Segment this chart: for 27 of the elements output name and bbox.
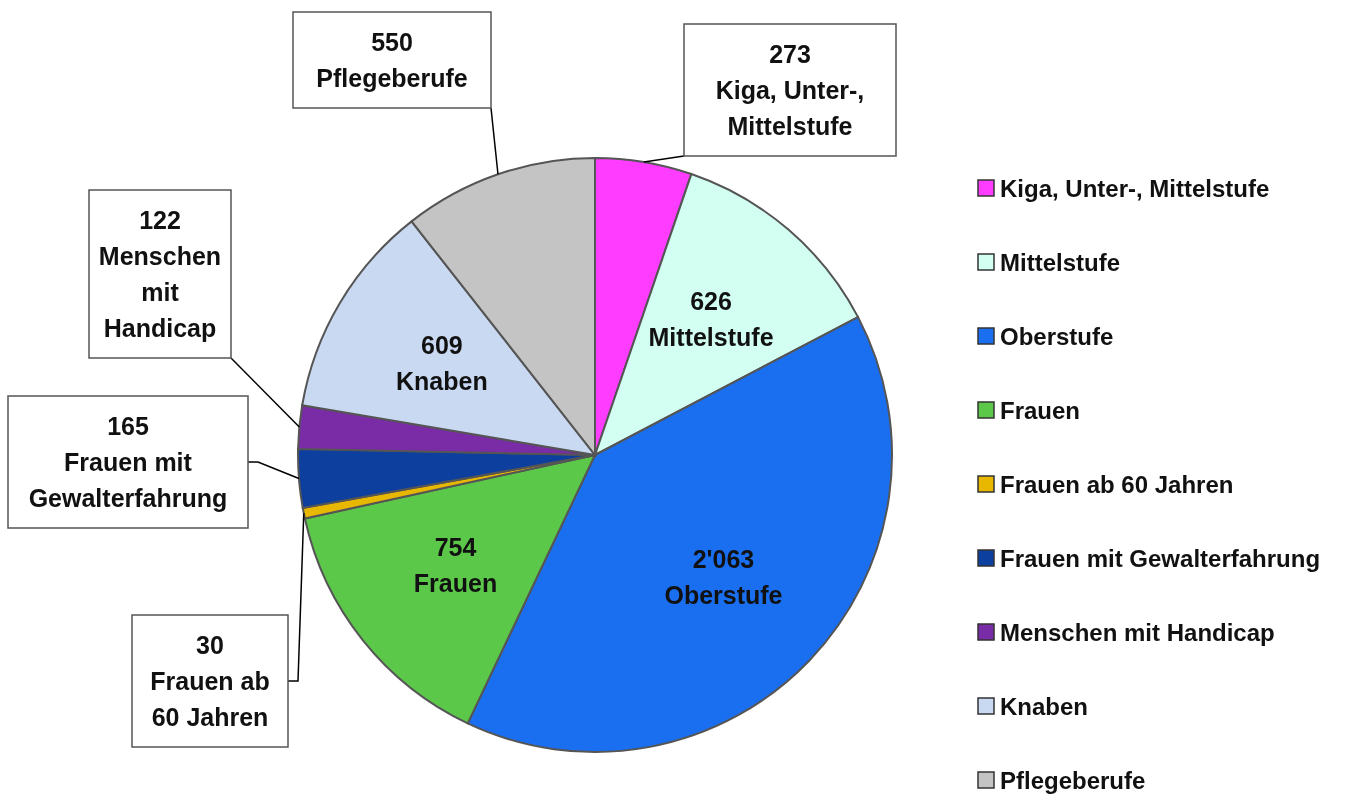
data-label: 30 bbox=[196, 631, 224, 659]
slice-label: Menschen mit Handicap bbox=[98, 242, 222, 342]
legend-label: Frauen mit Gewalterfahrung bbox=[1000, 545, 1321, 572]
data-label: 754 bbox=[434, 532, 477, 561]
legend-label: Frauen ab 60 Jahren bbox=[1000, 471, 1234, 498]
legend-label: Oberstufe bbox=[1000, 323, 1114, 350]
legend-label: Frauen bbox=[1000, 397, 1081, 424]
slice-label: Frauen ab 60 Jahren bbox=[150, 667, 270, 731]
legend-label: Knaben bbox=[1000, 693, 1089, 720]
slice-label: Frauen mit Gewalterfahrung bbox=[28, 448, 228, 512]
legend-label: Pflegeberufe bbox=[1000, 767, 1146, 794]
slice-label: Oberstufe bbox=[664, 581, 783, 610]
legend-label: Menschen mit Handicap bbox=[1000, 619, 1275, 646]
data-label: 165 bbox=[107, 412, 149, 440]
data-label: 2'063 bbox=[692, 545, 755, 574]
slice-label: Kiga, Unter-, Mittelstufe bbox=[715, 76, 865, 140]
slice-label: Knaben bbox=[396, 366, 488, 395]
data-label: 626 bbox=[690, 286, 732, 315]
data-label: 609 bbox=[421, 330, 463, 359]
data-label: 550 bbox=[371, 28, 413, 56]
slice-label: Frauen bbox=[413, 568, 498, 597]
slice-label: Pflegeberufe bbox=[316, 64, 468, 92]
slice-label: Mittelstufe bbox=[648, 322, 774, 351]
data-label: 122 bbox=[139, 206, 181, 234]
data-label: 273 bbox=[769, 40, 811, 68]
legend-label: Mittelstufe bbox=[1000, 249, 1120, 276]
legend-label: Kiga, Unter-, Mittelstufe bbox=[1000, 175, 1270, 202]
